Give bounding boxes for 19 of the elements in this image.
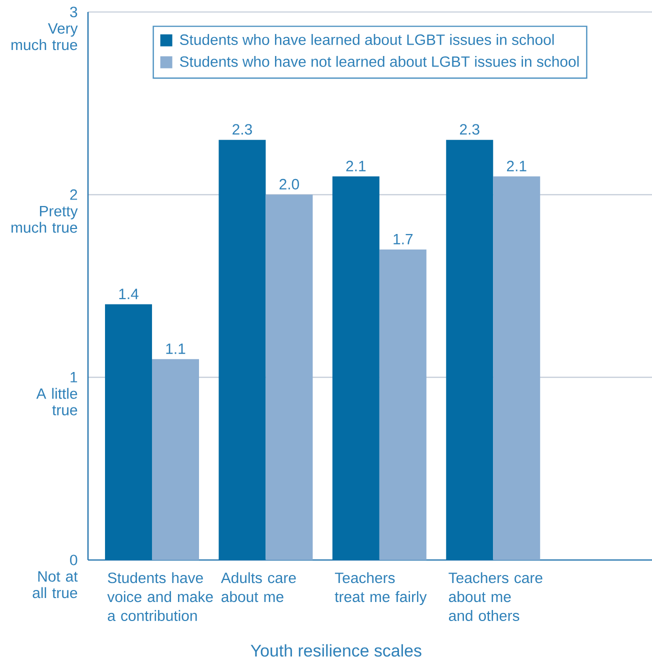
x-tick-label: Teachers treat me fairly (334, 572, 427, 606)
x-tick-label: Students have voice and make a contribution (107, 572, 213, 622)
x-tick-label: Teachers care about me and others (448, 572, 542, 622)
data-label: 2.1 (506, 160, 526, 172)
legend-label: Students who have not learned about LGBT issues in school (180, 56, 579, 67)
y-tick-label: 3 Very much true (12, 6, 78, 50)
x-axis-title: Youth resilience scales (250, 644, 422, 657)
data-label: 2.3 (232, 124, 252, 135)
data-label: 1.7 (394, 234, 413, 244)
data-label: 1.4 (119, 288, 138, 300)
data-label: 1.1 (166, 344, 186, 354)
data-label: 2.1 (346, 160, 366, 172)
legend-label: Students who have learned about LGBT issues in school (180, 34, 554, 45)
y-tick-label: 0 Not at all true (32, 554, 78, 598)
y-tick-label: 1 A little true (36, 372, 78, 416)
x-tick-label: Adults care about me (220, 572, 296, 602)
y-tick-label: 2 Pretty much true (12, 189, 78, 233)
data-label: 2.0 (280, 178, 300, 190)
data-label: 2.3 (460, 124, 480, 135)
